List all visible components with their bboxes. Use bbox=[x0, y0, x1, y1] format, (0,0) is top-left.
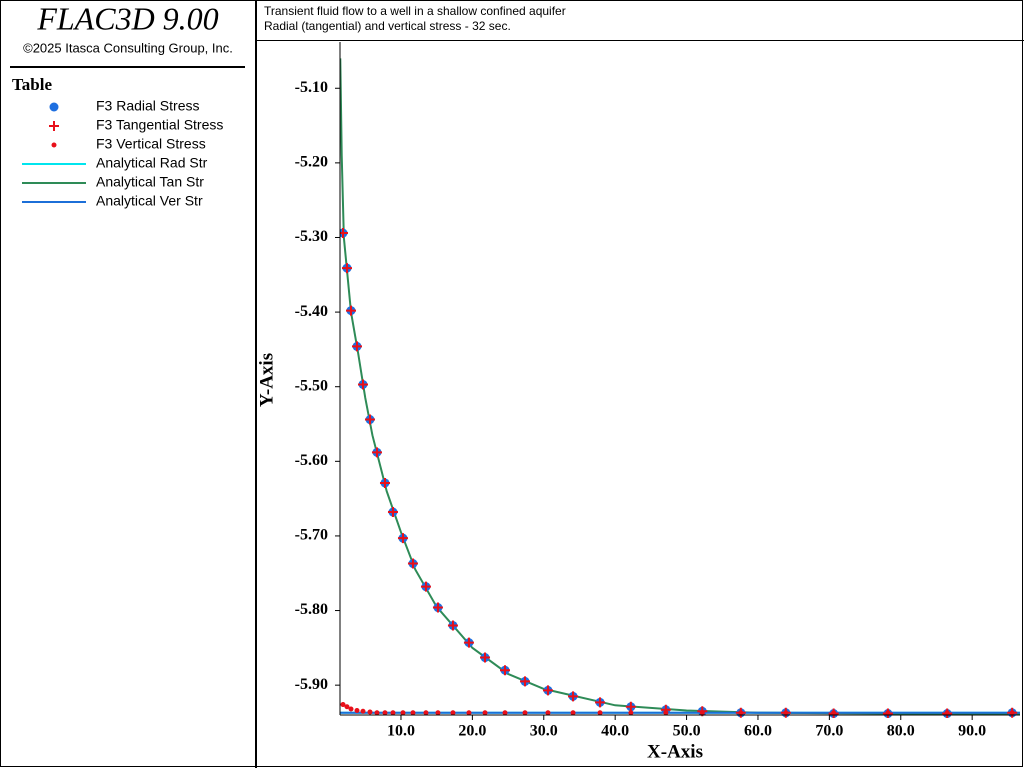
y-tick-label: -5.80 bbox=[295, 601, 328, 618]
x-tick-label: 40.0 bbox=[601, 723, 629, 740]
chart-subtitle: Radial (tangential) and vertical stress … bbox=[264, 19, 511, 33]
data-point bbox=[502, 710, 508, 716]
data-point bbox=[432, 602, 443, 613]
data-point bbox=[628, 710, 634, 716]
data-point bbox=[450, 710, 456, 716]
legend-swatch bbox=[51, 142, 57, 148]
legend-label: Analytical Ver Str bbox=[96, 193, 203, 209]
data-point bbox=[345, 305, 356, 316]
data-point bbox=[387, 507, 398, 518]
legend-label: F3 Tangential Stress bbox=[96, 117, 223, 133]
legend-label: Analytical Rad Str bbox=[96, 155, 208, 171]
data-point bbox=[663, 710, 669, 716]
data-point bbox=[482, 710, 488, 716]
data-point bbox=[831, 710, 837, 716]
data-point bbox=[542, 685, 553, 696]
data-point bbox=[885, 710, 891, 716]
y-axis-label: Y-Axis bbox=[256, 353, 277, 407]
data-point bbox=[407, 558, 418, 569]
y-tick-label: -5.40 bbox=[295, 303, 328, 320]
data-point bbox=[435, 710, 441, 716]
data-point bbox=[364, 414, 375, 425]
data-point bbox=[340, 228, 348, 239]
data-point bbox=[371, 447, 382, 458]
legend-label: Analytical Tan Str bbox=[96, 174, 204, 190]
plot-area bbox=[340, 58, 1020, 718]
y-tick-label: -5.90 bbox=[295, 676, 328, 693]
data-point bbox=[522, 710, 528, 716]
y-tick-label: -5.20 bbox=[295, 154, 328, 171]
y-tick-label: -5.30 bbox=[295, 228, 328, 245]
legend-swatch bbox=[49, 121, 59, 131]
x-tick-label: 70.0 bbox=[815, 723, 843, 740]
analytical-line bbox=[340, 58, 1020, 715]
data-point bbox=[545, 710, 551, 716]
data-point bbox=[390, 710, 396, 716]
data-point bbox=[738, 710, 744, 716]
data-point bbox=[367, 709, 373, 715]
x-tick-label: 50.0 bbox=[673, 723, 701, 740]
x-tick-label: 90.0 bbox=[958, 723, 986, 740]
y-tick-label: -5.10 bbox=[295, 79, 328, 96]
data-point bbox=[944, 710, 950, 716]
chart-title: Transient fluid flow to a well in a shal… bbox=[264, 4, 566, 18]
data-point bbox=[597, 710, 603, 716]
app-title: FLAC3D 9.00 bbox=[36, 0, 218, 36]
data-point bbox=[351, 341, 362, 352]
x-tick-label: 30.0 bbox=[530, 723, 558, 740]
data-point bbox=[382, 710, 388, 716]
x-axis-label: X-Axis bbox=[647, 741, 703, 762]
legend-title: Table bbox=[12, 75, 52, 94]
data-point bbox=[397, 533, 408, 544]
data-point bbox=[344, 704, 350, 710]
data-point bbox=[463, 637, 474, 648]
data-point bbox=[447, 620, 458, 631]
copyright: ©2025 Itasca Consulting Group, Inc. bbox=[23, 40, 233, 55]
data-point bbox=[354, 708, 360, 714]
x-tick-label: 60.0 bbox=[744, 723, 772, 740]
x-tick-label: 10.0 bbox=[387, 723, 415, 740]
data-point bbox=[783, 710, 789, 716]
data-point bbox=[420, 581, 431, 592]
data-point bbox=[341, 263, 352, 274]
data-point bbox=[348, 706, 354, 712]
data-point bbox=[340, 702, 346, 708]
data-point bbox=[625, 701, 636, 712]
data-point bbox=[423, 710, 429, 716]
data-point bbox=[357, 379, 368, 390]
data-point bbox=[1009, 710, 1015, 716]
data-point bbox=[410, 710, 416, 716]
x-tick-label: 20.0 bbox=[458, 723, 486, 740]
y-tick-label: -5.70 bbox=[295, 527, 328, 544]
data-point bbox=[400, 710, 406, 716]
legend-label: F3 Vertical Stress bbox=[96, 136, 206, 152]
data-point bbox=[374, 710, 380, 716]
data-point bbox=[360, 708, 366, 714]
data-point bbox=[480, 652, 491, 663]
data-point bbox=[699, 710, 705, 716]
data-point bbox=[570, 710, 576, 716]
data-point bbox=[568, 691, 579, 702]
x-tick-label: 80.0 bbox=[887, 723, 915, 740]
y-tick-label: -5.60 bbox=[295, 452, 328, 469]
data-point bbox=[500, 665, 511, 676]
legend-swatch bbox=[49, 102, 59, 112]
data-point bbox=[595, 697, 606, 708]
y-tick-label: -5.50 bbox=[295, 377, 328, 394]
data-point bbox=[466, 710, 472, 716]
legend-label: F3 Radial Stress bbox=[96, 98, 199, 114]
data-point bbox=[379, 477, 390, 488]
data-point bbox=[519, 676, 530, 687]
